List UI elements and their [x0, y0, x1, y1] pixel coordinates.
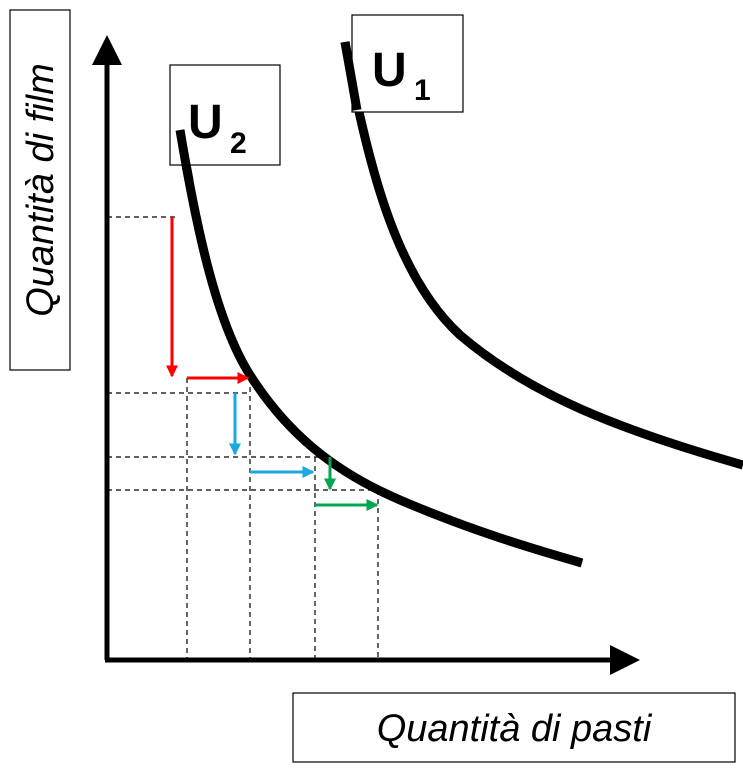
curve-subscript: 2	[230, 127, 247, 160]
y-label-box	[9, 9, 71, 371]
x-label-box	[292, 692, 736, 763]
x-axis-label: Quantità di pasti	[377, 708, 653, 750]
curve-u1-top	[340, 41, 362, 111]
curve-subscript: 1	[414, 74, 431, 107]
curve-label: U	[372, 44, 407, 97]
u2-box	[169, 64, 281, 166]
curve-u2-top	[175, 129, 194, 181]
u1-box	[351, 14, 464, 113]
curve-u1	[340, 41, 743, 470]
curve-label: U	[188, 96, 223, 149]
y-axis-label: Quantità di film	[20, 63, 62, 316]
curve-u2	[175, 129, 584, 568]
guide-lines	[107, 216, 380, 658]
